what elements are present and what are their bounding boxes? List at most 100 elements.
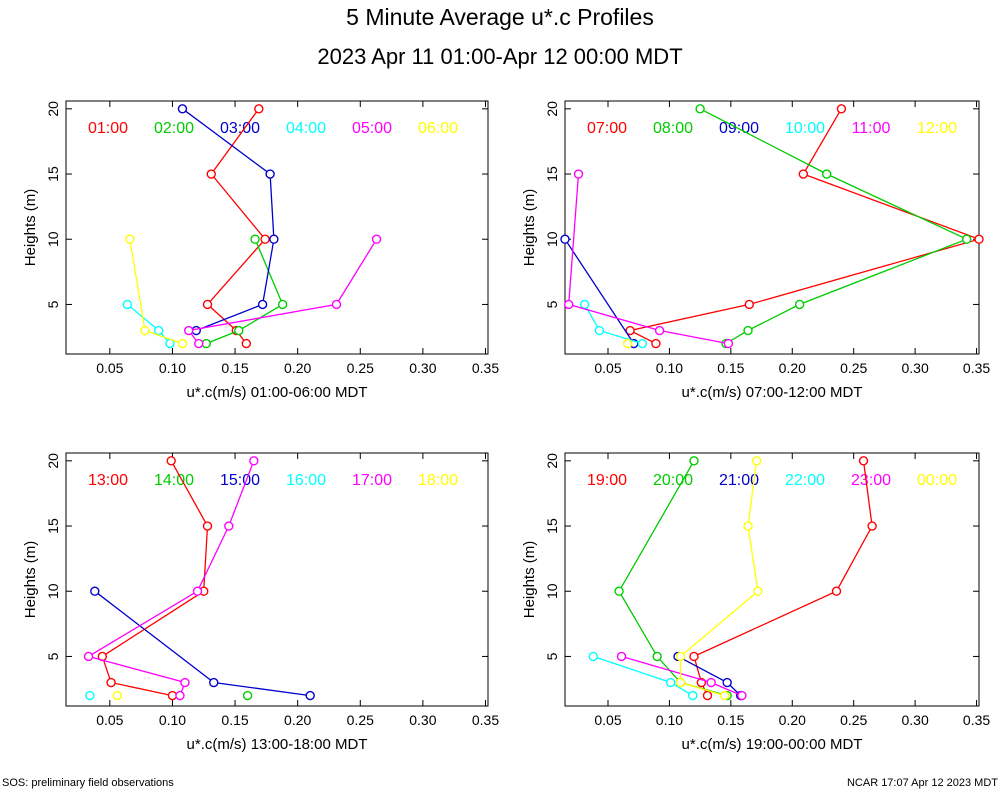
page-title: 5 Minute Average u*.c Profiles [346, 4, 654, 30]
data-point [702, 690, 713, 701]
data-point [254, 104, 264, 114]
data-point [90, 586, 100, 596]
data-point [858, 456, 869, 466]
data-point [192, 586, 203, 596]
data-point [622, 338, 633, 349]
data-point [106, 677, 116, 688]
series-0600 [125, 234, 188, 349]
x-tick-label: 0.15 [717, 360, 744, 376]
data-point [305, 690, 315, 701]
legend-label-2100: 21:00 [719, 472, 759, 489]
data-point [695, 104, 705, 114]
legend-label-0400: 04:00 [286, 120, 326, 137]
series-0000 [675, 456, 763, 701]
series-line [126, 303, 171, 345]
data-point [184, 325, 194, 336]
chart-panel-1: 0.05 0.10 0.15 0.20 0.25 0.30 0.35 5 10 15 20 u*.c(… [22, 100, 499, 401]
data-point [588, 651, 598, 662]
series-line [679, 460, 759, 697]
series-0500 [184, 234, 382, 349]
series-1900 [689, 456, 877, 701]
data-point [166, 456, 176, 466]
x-tick-label: 0.35 [472, 360, 499, 376]
y-axis-label: Heights (m) [22, 541, 39, 619]
data-point [654, 325, 665, 336]
y-tick-label: 5 [544, 652, 560, 660]
data-point [798, 169, 809, 179]
series-0200 [201, 234, 288, 349]
series-1300 [97, 456, 213, 701]
series-line [693, 460, 873, 696]
data-point [867, 521, 877, 531]
legend-label-0500: 05:00 [352, 120, 392, 137]
data-point [209, 677, 219, 688]
data-point [614, 586, 624, 596]
x-tick-label: 0.10 [159, 360, 186, 376]
data-point [241, 338, 252, 349]
data-point [737, 690, 747, 701]
data-point [720, 690, 730, 701]
data-point [821, 169, 832, 179]
data-point [560, 234, 570, 244]
x-tick-label: 0.25 [347, 712, 374, 728]
data-point [563, 299, 574, 310]
data-point [753, 586, 763, 596]
legend-label-1400: 14:00 [154, 472, 194, 489]
data-point [594, 325, 605, 336]
series-0300 [177, 104, 279, 336]
data-point [706, 677, 716, 688]
x-tick-label: 0.05 [96, 712, 123, 728]
legend-label-0100: 01:00 [88, 120, 128, 137]
data-point [191, 325, 201, 336]
legend-label-0700: 07:00 [587, 120, 627, 137]
series-line [86, 460, 255, 696]
data-point [743, 325, 753, 336]
y-tick-label: 10 [544, 583, 560, 599]
data-point [794, 299, 805, 310]
series-0400 [122, 299, 175, 349]
series-1100 [563, 169, 734, 349]
data-point [167, 690, 178, 701]
x-tick-label: 0.25 [840, 360, 867, 376]
data-point [201, 338, 211, 349]
legend-label-0000: 00:00 [917, 472, 957, 489]
series-line [187, 238, 378, 344]
chart-panel-3: 0.05 0.10 0.15 0.20 0.25 0.30 0.35 5 10 15 20 u*.c(… [22, 452, 499, 753]
legend-label-0200: 02:00 [154, 120, 194, 137]
y-axis-label: Heights (m) [521, 189, 538, 267]
data-point [206, 169, 216, 179]
x-tick-label: 0.15 [221, 360, 248, 376]
legend-label-1000: 10:00 [785, 120, 825, 137]
y-tick-label: 15 [45, 166, 61, 182]
data-point [371, 234, 382, 244]
legend-label-1900: 19:00 [587, 472, 627, 489]
data-point [234, 325, 244, 336]
x-tick-label: 0.20 [779, 360, 806, 376]
legend-label-2200: 22:00 [785, 472, 825, 489]
plot-frame [65, 100, 489, 355]
data-point [675, 677, 686, 688]
data-point [637, 338, 648, 349]
x-tick-label: 0.20 [779, 712, 806, 728]
data-point [722, 677, 732, 688]
legend-label-2300: 23:00 [851, 472, 891, 489]
data-point [652, 651, 662, 662]
data-point [242, 690, 253, 701]
data-point [250, 234, 260, 244]
x-tick-label: 0.30 [901, 360, 928, 376]
data-point [153, 325, 164, 336]
x-tick-label: 0.30 [409, 360, 436, 376]
plot-frame [564, 452, 980, 707]
legend-label-0300: 03:00 [220, 120, 260, 137]
x-tick-label: 0.05 [594, 712, 621, 728]
data-point [85, 690, 95, 701]
series-1800 [112, 690, 123, 701]
data-point [257, 299, 268, 310]
plot-frame [564, 100, 980, 355]
data-point [331, 299, 342, 310]
data-point [277, 299, 288, 310]
data-point [689, 456, 699, 466]
series-line [182, 108, 275, 332]
data-point [140, 325, 150, 336]
x-tick-label: 0.20 [284, 712, 311, 728]
